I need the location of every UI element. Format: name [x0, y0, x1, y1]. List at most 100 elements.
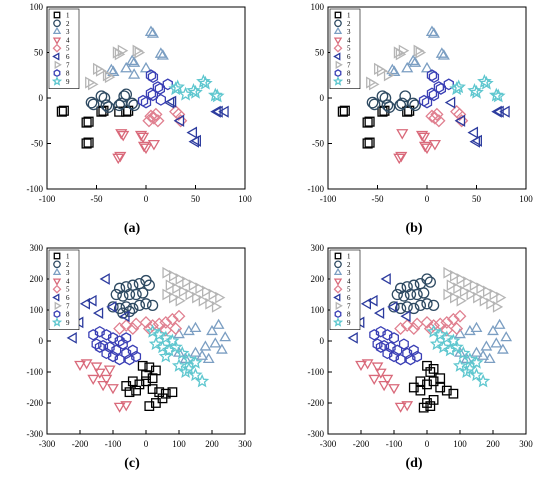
legend-label: 5	[347, 45, 351, 53]
data-point-series-8	[421, 96, 433, 109]
data-point-series-9	[476, 373, 491, 388]
data-point-series-8	[140, 96, 152, 109]
y-tick-label: 300	[311, 243, 325, 253]
data-point-series-4	[396, 129, 409, 140]
data-point-series-3	[497, 343, 509, 354]
data-point-series-6	[499, 105, 510, 118]
data-point-series-4	[394, 402, 407, 413]
data-point-series-8	[124, 353, 135, 366]
legend-marker-2	[334, 260, 342, 269]
data-point-series-1	[147, 384, 158, 394]
x-tick-label: -50	[91, 194, 103, 204]
data-point-series-9	[155, 339, 170, 354]
data-point-series-4	[136, 132, 150, 144]
data-point-series-3	[183, 324, 195, 336]
data-point-series-8	[88, 329, 99, 341]
data-point-series-1	[415, 376, 426, 387]
legend-marker-7	[54, 60, 62, 69]
data-point-series-6	[99, 273, 110, 285]
y-tick-label: -300	[308, 429, 325, 439]
legend-marker-4	[52, 37, 62, 45]
y-tick-label: -100	[27, 184, 44, 194]
legend-marker-4	[52, 278, 62, 286]
x-tick-label: 0	[144, 439, 149, 449]
data-point-series-6	[212, 105, 223, 118]
x-tick-label: 50	[472, 194, 482, 204]
data-point-series-1	[141, 370, 151, 381]
legend-label: 6	[66, 53, 70, 61]
data-point-series-2	[394, 302, 407, 315]
data-point-series-7	[168, 291, 180, 304]
data-point-series-2	[394, 99, 407, 112]
data-point-series-3	[107, 65, 120, 77]
data-point-series-2	[118, 90, 131, 103]
data-point-series-4	[381, 374, 394, 386]
data-point-series-7	[443, 288, 454, 301]
data-point-series-7	[198, 294, 209, 307]
data-point-series-6	[400, 310, 411, 323]
data-point-series-9	[188, 84, 203, 99]
legend-marker-3	[333, 267, 343, 276]
legend-label: 8	[347, 311, 351, 319]
data-point-series-9	[469, 367, 484, 382]
data-point-series-9	[145, 324, 160, 338]
data-point-series-7	[453, 282, 464, 295]
data-point-series-2	[421, 273, 433, 285]
data-point-series-9	[469, 355, 484, 369]
data-point-series-5	[159, 315, 173, 329]
data-point-series-2	[127, 302, 139, 315]
data-point-series-8	[162, 78, 173, 91]
data-point-series-1	[428, 376, 439, 387]
data-point-series-2	[411, 288, 423, 301]
data-point-series-3	[199, 340, 212, 351]
data-point-series-8	[155, 93, 167, 106]
data-point-series-7	[211, 301, 223, 313]
data-point-series-5	[126, 322, 140, 336]
legend-label: 3	[66, 269, 70, 277]
data-point-series-4	[361, 359, 374, 370]
legend-label: 7	[347, 61, 351, 69]
x-tick-label: -100	[386, 439, 403, 449]
data-point-series-2	[98, 92, 111, 104]
data-point-series-8	[131, 350, 142, 363]
data-point-series-1	[150, 365, 161, 376]
data-point-series-4	[115, 129, 128, 140]
x-tick-label: 300	[238, 439, 252, 449]
data-point-series-5	[165, 312, 179, 326]
x-tick-label: 50	[191, 194, 201, 204]
x-tick-label: -200	[72, 439, 89, 449]
data-point-series-7	[208, 288, 219, 301]
data-point-series-2	[391, 288, 403, 301]
data-point-series-6	[66, 332, 77, 344]
data-point-series-7	[446, 279, 457, 292]
data-point-series-3	[139, 61, 153, 73]
data-point-series-3	[407, 54, 420, 66]
data-point-series-4	[120, 401, 133, 412]
legend-marker-6	[52, 52, 60, 61]
data-point-series-1	[134, 379, 145, 390]
data-point-series-1	[425, 401, 436, 412]
data-point-series-9	[198, 75, 213, 90]
y-tick-label: 300	[30, 243, 44, 253]
data-point-series-1	[83, 137, 94, 148]
legend-label: 4	[347, 36, 351, 44]
data-point-series-6	[92, 307, 104, 319]
data-point-series-7	[456, 273, 467, 285]
data-point-series-9	[152, 327, 167, 341]
legend-marker-6	[333, 293, 341, 302]
data-point-series-1	[402, 106, 413, 117]
x-tick-label: -50	[372, 194, 384, 204]
legend-label: 5	[347, 286, 351, 294]
legend-label: 1	[347, 253, 351, 261]
data-point-series-2	[87, 98, 100, 111]
x-tick-label: 100	[453, 439, 467, 449]
y-tick-label: 0	[39, 336, 44, 346]
data-point-series-2	[85, 96, 98, 109]
data-point-series-9	[433, 327, 448, 341]
data-point-series-4	[117, 130, 130, 142]
data-point-series-7	[178, 285, 190, 298]
legend-label: 4	[66, 277, 70, 285]
data-point-series-9	[207, 87, 223, 102]
y-tick-label: 100	[311, 305, 325, 315]
